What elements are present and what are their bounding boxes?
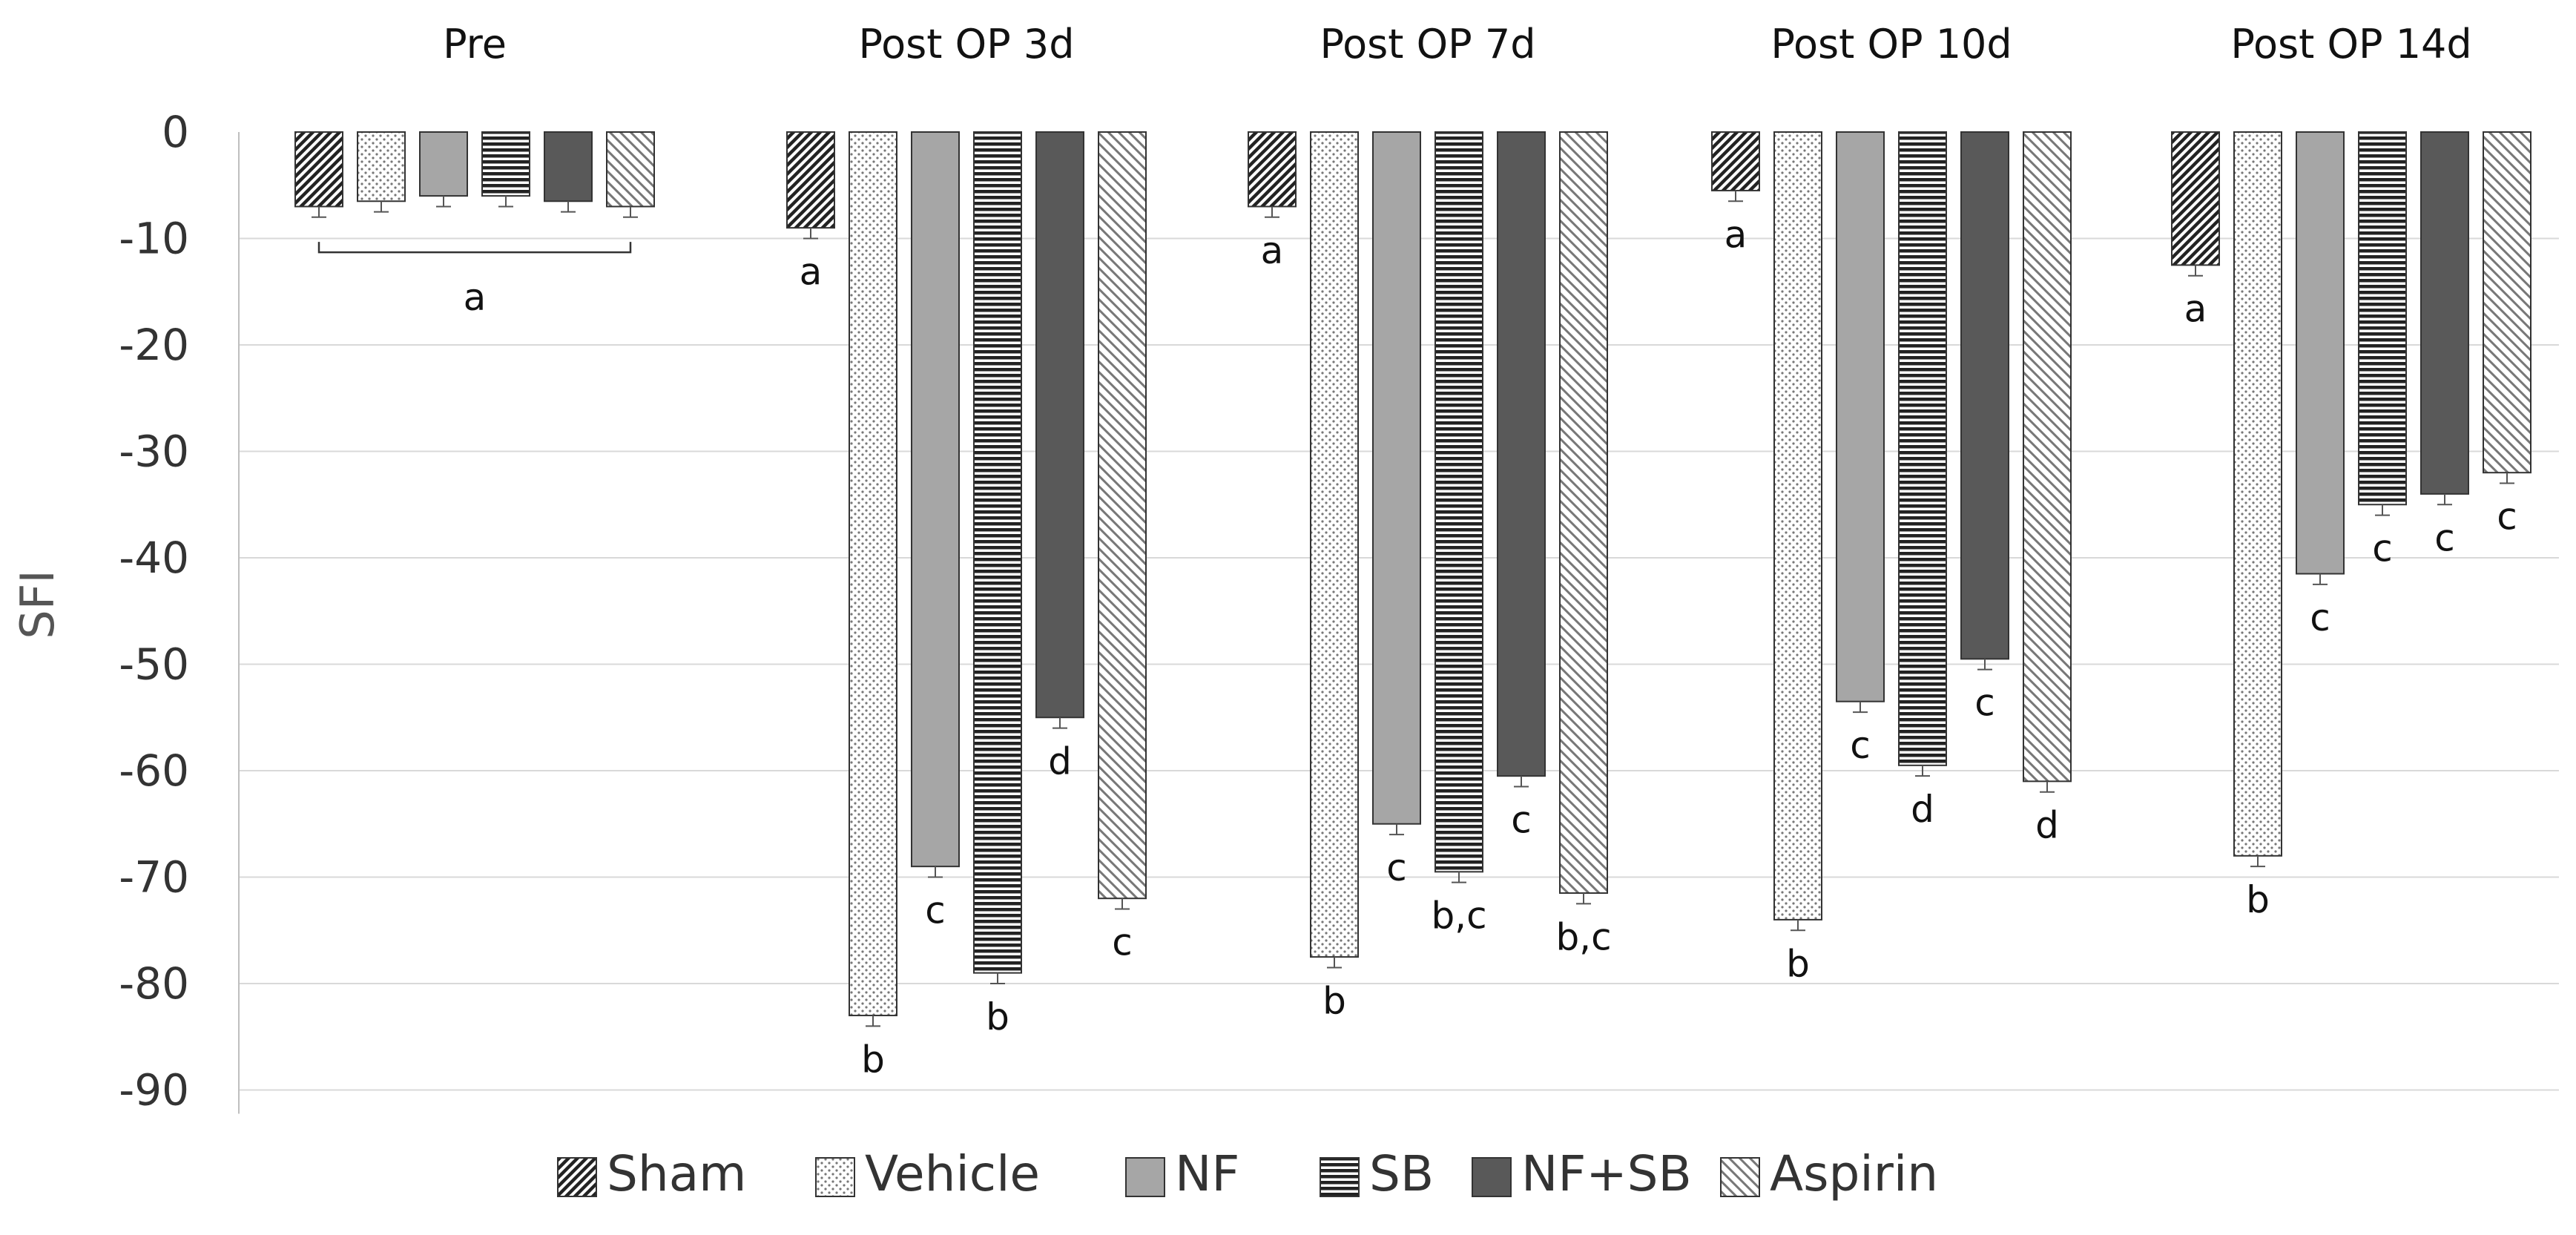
bar-vehicle	[357, 131, 406, 202]
y-tick-label: -10	[119, 214, 189, 264]
bar-nf	[911, 131, 960, 868]
legend-swatch	[815, 1157, 855, 1197]
significance-label: c	[1386, 846, 1407, 889]
significance-label: b	[2246, 878, 2270, 921]
y-axis-title: SFI	[10, 570, 65, 639]
significance-label: c	[2497, 495, 2517, 539]
bar-vehicle	[849, 131, 897, 1017]
y-tick-label: -80	[119, 958, 189, 1009]
bar-nf-sb	[2420, 131, 2469, 495]
significance-label: c	[925, 889, 946, 932]
error-bars	[312, 190, 2514, 1027]
significance-label: b	[1322, 979, 1346, 1022]
bar-nf	[2296, 131, 2345, 575]
bar-aspirin	[1559, 131, 1608, 895]
y-tick-label: -40	[119, 533, 189, 583]
significance-label: b,c	[1555, 915, 1611, 958]
bar-aspirin	[606, 131, 655, 208]
bar-nf-sb	[1497, 131, 1546, 777]
bracket-label: a	[464, 276, 487, 319]
category-label: Post OP 7d	[1320, 21, 1535, 67]
category-labels: Pre Post OP 3d Post OP 7d Post OP 10d Post O…	[443, 21, 2472, 67]
bar-sb	[2358, 131, 2407, 506]
y-axis: 0 -10 -20 -30 -40 -50 -60 -70 -80 -90	[119, 107, 240, 1116]
legend-label: NF+SB	[1521, 1145, 1692, 1202]
legend-label: Sham	[607, 1145, 746, 1202]
bar-vehicle	[1310, 131, 1359, 958]
significance-label: a	[800, 251, 823, 294]
bar-sham	[294, 131, 343, 208]
bar-nf-sb	[1035, 131, 1084, 719]
bar-vehicle	[2233, 131, 2282, 857]
bar-sham	[1248, 131, 1297, 208]
legend-label: SB	[1369, 1145, 1434, 1202]
legend-swatch	[1320, 1157, 1360, 1197]
significance-label: c	[2434, 516, 2455, 559]
bar-vehicle	[1773, 131, 1822, 921]
bar-nf	[419, 131, 468, 197]
significance-label: c	[1112, 921, 1133, 964]
bar-nf-sb	[1960, 131, 2009, 660]
bar-sb	[1898, 131, 1947, 766]
category-label: Post OP 10d	[1770, 21, 2012, 67]
significance-label: d	[1911, 788, 1934, 831]
legend-swatch	[1720, 1157, 1760, 1197]
bar-nf-sb	[544, 131, 593, 202]
bar-sham	[786, 131, 835, 229]
y-tick-label: 0	[162, 107, 189, 157]
annotations: a	[317, 242, 632, 319]
significance-label: b	[861, 1038, 885, 1081]
bar-aspirin	[2023, 131, 2072, 783]
bar-sb	[1434, 131, 1483, 873]
significance-label: b,c	[1431, 895, 1486, 938]
significance-label: d	[2035, 804, 2059, 847]
significance-label: b	[1786, 942, 1810, 985]
significance-label: c	[2310, 596, 2330, 639]
significance-label: c	[1974, 682, 1995, 725]
bar-sham	[2171, 131, 2220, 266]
significance-label: b	[986, 995, 1009, 1038]
category-label: Post OP 3d	[858, 21, 1074, 67]
bars	[294, 131, 2531, 1017]
significance-label: c	[1850, 724, 1871, 767]
significance-label: a	[1261, 229, 1284, 272]
bar-nf	[1836, 131, 1885, 702]
bar-aspirin	[2483, 131, 2531, 474]
category-label: Post OP 14d	[2230, 21, 2471, 67]
y-tick-label: -50	[119, 639, 189, 690]
significance-label: a	[2184, 288, 2207, 331]
y-tick-label: -90	[119, 1065, 189, 1116]
legend-label: NF	[1175, 1145, 1239, 1202]
significance-label: d	[1048, 740, 1072, 783]
category-label: Pre	[443, 21, 507, 67]
bar-nf	[1372, 131, 1421, 825]
significance-label: c	[2372, 527, 2393, 570]
significance-label: a	[1725, 213, 1747, 256]
legend-swatch	[557, 1157, 597, 1197]
group-bracket	[317, 242, 632, 254]
y-tick-label: -30	[119, 427, 189, 477]
legend-swatch	[1125, 1157, 1165, 1197]
bar-sb	[481, 131, 530, 197]
bar-sb	[973, 131, 1022, 974]
y-tick-label: -20	[119, 320, 189, 370]
legend-label: Aspirin	[1770, 1145, 1938, 1202]
significance-label: c	[1511, 799, 1532, 842]
legend-swatch	[1472, 1157, 1512, 1197]
legend-label: Vehicle	[865, 1145, 1040, 1202]
bar-aspirin	[1098, 131, 1147, 900]
legend: Sham Vehicle NF SB NF+SB Aspirin	[557, 1145, 1938, 1202]
y-tick-label: -70	[119, 852, 189, 903]
bar-sham	[1711, 131, 1760, 191]
y-tick-label: -60	[119, 745, 189, 796]
